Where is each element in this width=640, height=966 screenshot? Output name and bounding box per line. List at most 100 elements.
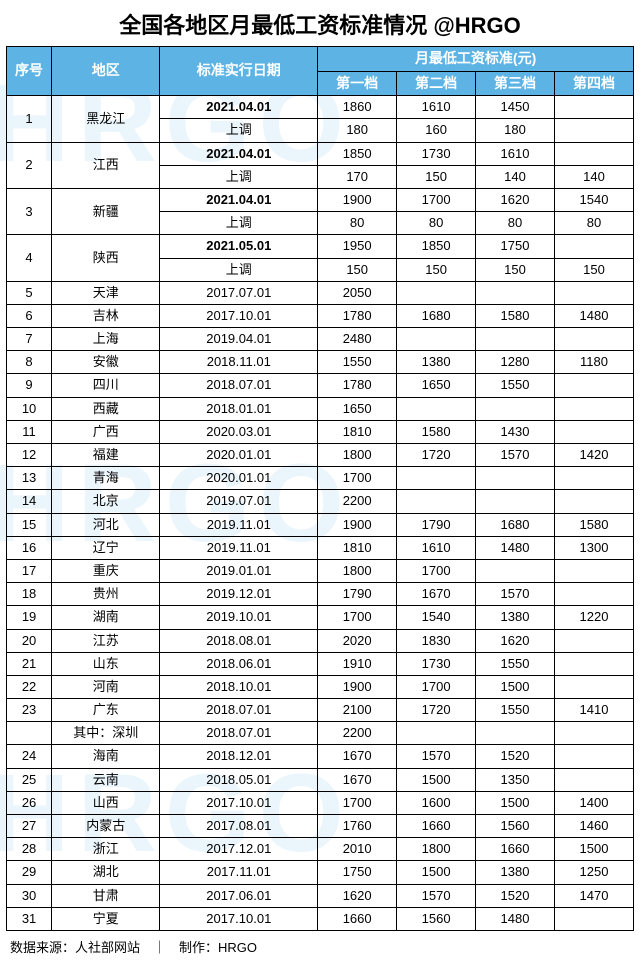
cell-region: 山东 [52,652,160,675]
cell-t3: 1280 [476,351,555,374]
cell-region: 江西 [52,142,160,188]
cell-t3: 1550 [476,652,555,675]
cell-date: 2017.11.01 [160,861,318,884]
cell-t3: 1520 [476,745,555,768]
cell-seq: 27 [7,815,52,838]
cell-t2: 1720 [397,444,476,467]
cell-t3: 1550 [476,699,555,722]
cell-seq: 7 [7,328,52,351]
cell-t4 [554,629,633,652]
table-row: 15河北2019.11.011900179016801580 [7,513,634,536]
cell-t1: 2200 [318,722,397,745]
cell-adj-t4: 150 [554,258,633,281]
cell-t2: 1670 [397,583,476,606]
table-row: 14北京2019.07.012200 [7,490,634,513]
cell-t3: 1750 [476,235,555,258]
cell-t1: 1700 [318,606,397,629]
table-row: 7上海2019.04.012480 [7,328,634,351]
cell-seq: 25 [7,768,52,791]
cell-t4: 1410 [554,699,633,722]
cell-adj-t3: 180 [476,119,555,142]
table-body: 1黑龙江2021.04.01186016101450上调1801601802江西… [7,96,634,931]
table-row: 4陕西2021.05.01195018501750 [7,235,634,258]
cell-date: 2019.04.01 [160,328,318,351]
cell-t2: 1730 [397,142,476,165]
cell-region: 上海 [52,328,160,351]
cell-t1: 1670 [318,768,397,791]
cell-t2 [397,467,476,490]
col-tiers-header: 月最低工资标准(元) [318,47,634,72]
cell-date: 2018.10.01 [160,675,318,698]
cell-t1: 2200 [318,490,397,513]
cell-t2: 1500 [397,861,476,884]
cell-t2: 1830 [397,629,476,652]
cell-region: 安徽 [52,351,160,374]
cell-date: 2019.11.01 [160,536,318,559]
cell-t3: 1660 [476,838,555,861]
cell-date: 2018.07.01 [160,374,318,397]
cell-t4 [554,467,633,490]
cell-adj-label: 上调 [160,119,318,142]
table-row: 29湖北2017.11.011750150013801250 [7,861,634,884]
cell-date: 2021.05.01 [160,235,318,258]
cell-adj-t1: 170 [318,165,397,188]
cell-t2: 1790 [397,513,476,536]
cell-t2: 1610 [397,96,476,119]
cell-region: 西藏 [52,397,160,420]
cell-date: 2018.05.01 [160,768,318,791]
cell-t1: 1810 [318,420,397,443]
cell-seq: 17 [7,559,52,582]
cell-t4: 1180 [554,351,633,374]
cell-region: 宁夏 [52,907,160,930]
table-row: 12福建2020.01.011800172015701420 [7,444,634,467]
cell-date: 2018.11.01 [160,351,318,374]
cell-region: 内蒙古 [52,815,160,838]
cell-seq: 9 [7,374,52,397]
cell-t4: 1420 [554,444,633,467]
cell-region: 云南 [52,768,160,791]
table-row: 8安徽2018.11.011550138012801180 [7,351,634,374]
table-row: 5天津2017.07.012050 [7,281,634,304]
cell-t2: 1610 [397,536,476,559]
cell-t3: 1500 [476,675,555,698]
cell-t3 [476,559,555,582]
cell-t2: 1540 [397,606,476,629]
cell-t2: 1500 [397,768,476,791]
cell-adj-t3: 80 [476,212,555,235]
cell-seq: 19 [7,606,52,629]
cell-region: 天津 [52,281,160,304]
cell-seq: 2 [7,142,52,188]
cell-t1: 1620 [318,884,397,907]
cell-seq: 31 [7,907,52,930]
cell-region: 湖南 [52,606,160,629]
cell-t1: 1910 [318,652,397,675]
cell-t4: 1300 [554,536,633,559]
table-row: 23广东2018.07.012100172015501410 [7,699,634,722]
cell-t1: 1550 [318,351,397,374]
wage-table: 序号 地区 标准实行日期 月最低工资标准(元) 第一档 第二档 第三档 第四档 … [6,46,634,931]
cell-t1: 1760 [318,815,397,838]
cell-date: 2017.10.01 [160,907,318,930]
cell-region: 河南 [52,675,160,698]
table-row: 31宁夏2017.10.01166015601480 [7,907,634,930]
cell-seq: 4 [7,235,52,281]
cell-t2: 1570 [397,745,476,768]
cell-date: 2017.06.01 [160,884,318,907]
cell-t1: 1700 [318,791,397,814]
cell-t4 [554,328,633,351]
table-row: 3新疆2021.04.011900170016201540 [7,188,634,211]
cell-t2: 1600 [397,791,476,814]
cell-t3: 1570 [476,444,555,467]
cell-adj-t3: 150 [476,258,555,281]
cell-date: 2020.03.01 [160,420,318,443]
cell-date: 2021.04.01 [160,96,318,119]
cell-seq: 21 [7,652,52,675]
cell-t3: 1480 [476,907,555,930]
cell-seq: 11 [7,420,52,443]
cell-adj-t4: 140 [554,165,633,188]
table-header: 序号 地区 标准实行日期 月最低工资标准(元) 第一档 第二档 第三档 第四档 [7,47,634,96]
cell-adj-t2: 160 [397,119,476,142]
wage-table-wrap: 序号 地区 标准实行日期 月最低工资标准(元) 第一档 第二档 第三档 第四档 … [0,46,640,931]
cell-region: 甘肃 [52,884,160,907]
cell-t4: 1460 [554,815,633,838]
